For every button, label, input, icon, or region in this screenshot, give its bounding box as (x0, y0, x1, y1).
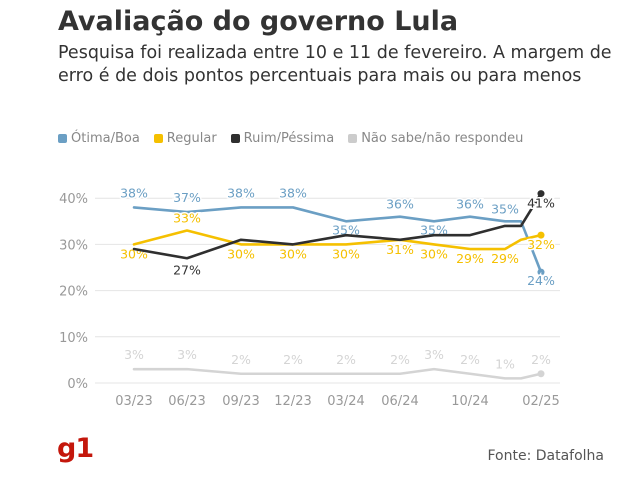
x-tick-label: 03/24 (327, 394, 364, 409)
data-label-regular-10/24: 29% (456, 251, 484, 266)
data-label-nao-sabe-nao-respondeu-03/24: 2% (336, 352, 356, 367)
legend-label-ruim-pessima: Ruim/Péssima (243, 130, 335, 146)
x-tick-label: 06/24 (381, 394, 418, 409)
data-label-regular-02/25: 32% (527, 237, 555, 252)
g1-logo: g1 (57, 433, 94, 464)
chart-legend: Ótima/Boa Regular Ruim/Péssima Não sabe/… (58, 129, 523, 147)
legend-label-regular: Regular (166, 130, 217, 146)
data-label-nao-sabe-nao-respondeu-12/23: 2% (283, 352, 303, 367)
data-label-ruim-pessima-06/23: 27% (173, 262, 201, 277)
data-label-otima-boa-12/23: 38% (279, 185, 307, 200)
data-label-nao-sabe-nao-respondeu-08/24: 3% (424, 347, 444, 362)
data-label-regular-12/24: 29% (491, 251, 519, 266)
legend-label-otima-boa: Ótima/Boa (71, 130, 140, 146)
legend-swatch-otima-boa (58, 133, 67, 143)
y-tick-label: 40% (59, 192, 88, 207)
data-label-regular-06/23: 33% (173, 211, 201, 226)
x-tick-label: 02/25 (522, 394, 559, 409)
line-chart: 0% 10% 20% 30% 40% 03/23 06/23 09/23 12/23 03/24 0… (59, 184, 560, 409)
data-label-nao-sabe-nao-respondeu-10/24: 2% (460, 352, 480, 367)
x-tick-label: 09/23 (222, 394, 259, 409)
data-label-regular-09/23: 30% (227, 246, 255, 261)
data-point-nao-sabe-nao-respondeu-02/25 (537, 370, 545, 378)
chart-title: Avaliação do governo Lula (58, 6, 459, 37)
x-tick-label: 03/23 (115, 394, 152, 409)
y-tick-label: 10% (59, 331, 88, 346)
legend-item-ruim-pessima: Ruim/Péssima (230, 130, 335, 146)
x-tick-label: 12/23 (274, 394, 311, 409)
data-label-otima-boa-02/25: 24% (527, 273, 555, 288)
data-label-nao-sabe-nao-respondeu-03/23: 3% (124, 347, 144, 362)
data-label-regular-08/24: 30% (420, 246, 448, 261)
data-label-otima-boa-08/24: 35% (420, 222, 448, 237)
legend-item-otima-boa: Ótima/Boa (58, 131, 140, 146)
data-label-regular-03/24: 30% (332, 246, 360, 261)
y-tick-label: 0% (67, 377, 88, 392)
legend-swatch-nao-sabe (348, 133, 358, 143)
x-tick-label: 10/24 (451, 394, 488, 409)
x-tick-label: 06/23 (168, 394, 205, 409)
y-tick-label: 30% (59, 238, 88, 253)
data-label-otima-boa-12/24: 35% (491, 201, 519, 216)
series-line-nao-sabe-nao-respondeu (132, 367, 543, 380)
legend-item-regular: Regular (153, 130, 217, 146)
data-label-otima-boa-06/24: 36% (386, 197, 414, 212)
data-label-regular-06/24: 31% (386, 242, 414, 257)
legend-swatch-regular (153, 133, 163, 143)
data-point-otima-boa-02/25 (537, 268, 545, 276)
data-label-otima-boa-09/23: 38% (227, 185, 255, 200)
data-label-otima-boa-03/23: 38% (120, 185, 148, 200)
data-label-otima-boa-03/24: 35% (332, 222, 360, 237)
series-line-otima-boa (132, 206, 543, 274)
data-label-otima-boa-06/23: 37% (173, 190, 201, 205)
source-note: Fonte: Datafolha (487, 448, 604, 464)
data-point-regular-02/25 (537, 231, 545, 239)
legend-swatch-ruim-pessima (230, 133, 240, 143)
data-label-nao-sabe-nao-respondeu-06/23: 3% (177, 347, 197, 362)
series-line-ruim-pessima (132, 192, 543, 260)
data-label-ruim-pessima-02/25: 41% (527, 196, 555, 211)
legend-item-nao-sabe: Não sabe/não respondeu (348, 131, 523, 146)
legend-label-nao-sabe: Não sabe/não respondeu (361, 130, 524, 146)
y-tick-label: 20% (59, 285, 88, 300)
data-label-nao-sabe-nao-respondeu-02/25: 2% (531, 352, 551, 367)
data-label-regular-12/23: 30% (279, 246, 307, 261)
data-label-nao-sabe-nao-respondeu-06/24: 2% (390, 352, 410, 367)
data-label-nao-sabe-nao-respondeu-12/24: 1% (495, 356, 515, 371)
data-label-otima-boa-10/24: 36% (456, 197, 484, 212)
data-point-ruim-pessima-02/25 (537, 190, 545, 198)
chart-subtitle: Pesquisa foi realizada entre 10 e 11 de … (58, 43, 612, 86)
data-label-nao-sabe-nao-respondeu-09/23: 2% (231, 352, 251, 367)
